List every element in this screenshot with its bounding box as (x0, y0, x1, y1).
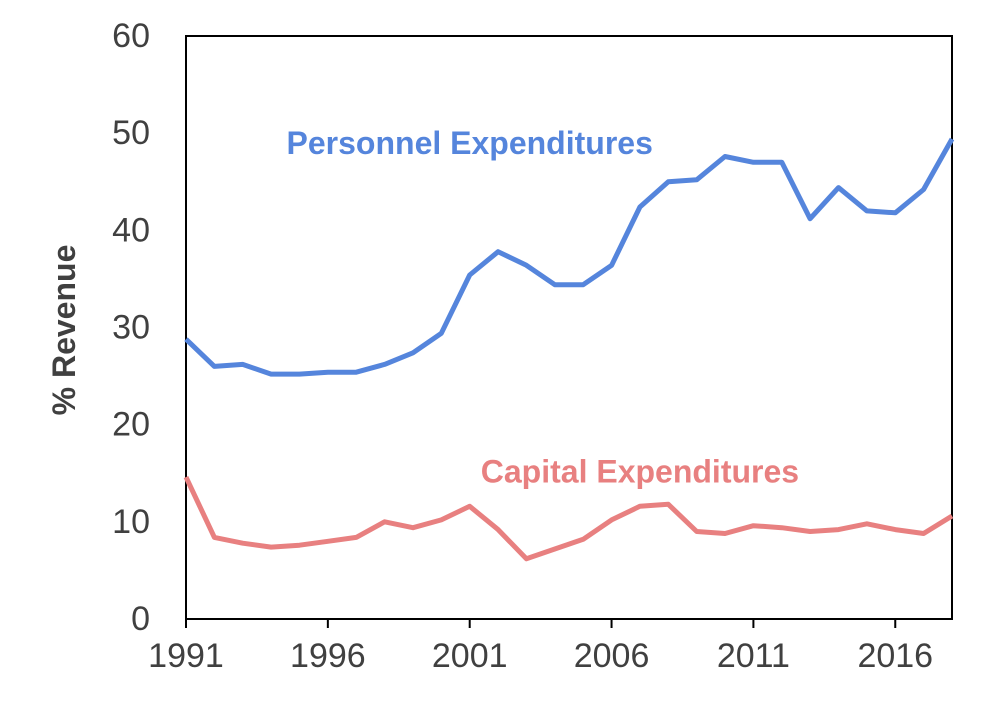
series-label-capital: Capital Expenditures (481, 453, 799, 489)
y-axis: 0 10 20 30 40 50 60 (112, 17, 150, 638)
series-label-personnel: Personnel Expenditures (287, 125, 653, 161)
series-layer (183, 137, 955, 562)
x-tick-label: 2016 (857, 637, 933, 675)
series-line-capital (183, 476, 954, 562)
x-axis: 1991 1996 2001 2006 2011 2016 (148, 619, 933, 675)
y-tick-label: 40 (112, 211, 150, 249)
series-line-personnel (184, 137, 955, 377)
x-tick-label: 1991 (148, 637, 224, 675)
y-tick-label: 20 (112, 406, 150, 444)
plot-area-frame (185, 35, 953, 620)
y-tick-label: 50 (112, 114, 150, 152)
y-tick-label: 10 (112, 503, 150, 541)
annotation-layer: Personnel Expenditures Capital Expenditur… (287, 125, 800, 489)
y-tick-label: 60 (112, 17, 150, 55)
x-tick-label: 2001 (432, 637, 508, 675)
x-tick-label: 2011 (717, 637, 790, 675)
y-tick-label: 30 (112, 309, 150, 347)
x-tick-label: 2006 (574, 637, 650, 675)
y-axis-title: % Revenue (46, 245, 82, 416)
x-tick-label: 1996 (290, 637, 366, 675)
y-tick-label: 0 (131, 600, 150, 638)
